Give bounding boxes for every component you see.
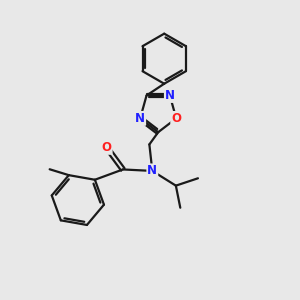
Text: N: N (147, 164, 157, 177)
Text: N: N (135, 112, 145, 125)
Text: O: O (171, 112, 181, 125)
Text: N: N (165, 89, 175, 102)
Text: O: O (102, 141, 112, 154)
